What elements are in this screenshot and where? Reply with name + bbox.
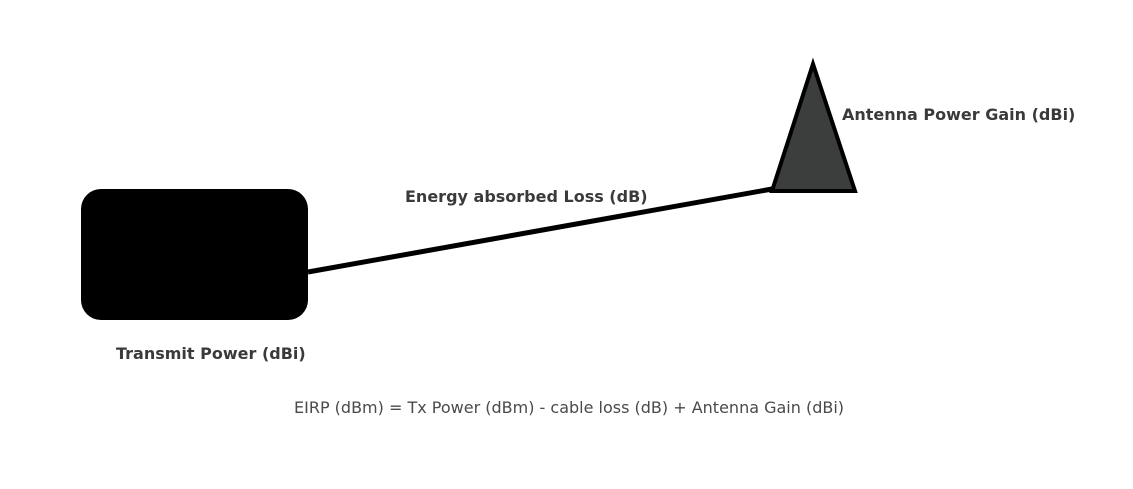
cable-line [307,186,773,275]
antenna-gain-label: Antenna Power Gain (dBi) [842,105,1076,124]
transmitter-box [81,189,308,320]
transmit-power-label: Transmit Power (dBi) [116,344,306,363]
eirp-formula: EIRP (dBm) = Tx Power (dBm) - cable loss… [294,398,845,417]
antenna-icon [769,57,858,193]
cable-loss-label: Energy absorbed Loss (dB) [405,187,648,206]
